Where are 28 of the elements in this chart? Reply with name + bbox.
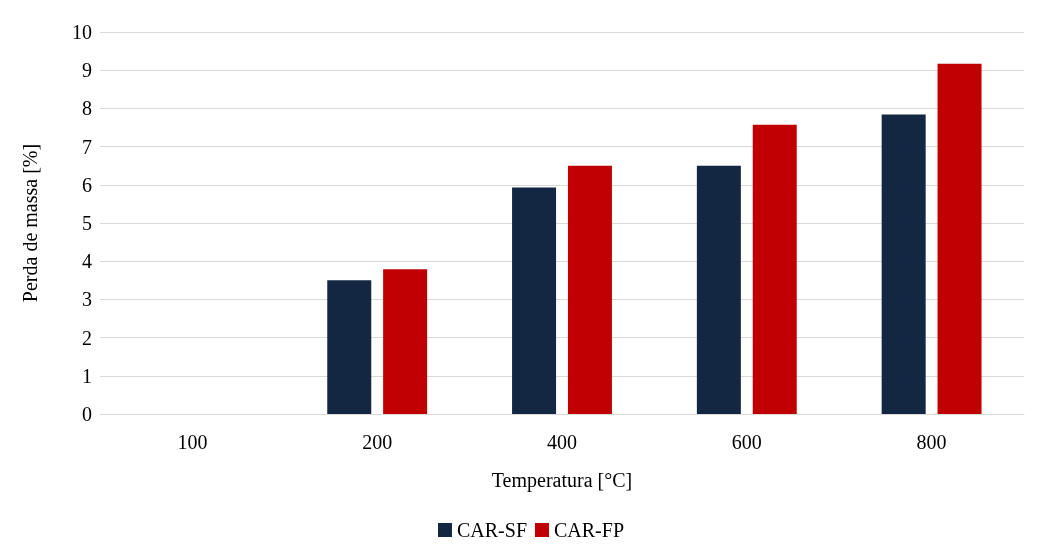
x-tick-label: 100 xyxy=(177,431,208,453)
bar xyxy=(696,165,741,414)
bar xyxy=(327,280,372,414)
x-tick-label: 800 xyxy=(916,431,947,453)
bar xyxy=(383,269,428,414)
y-tick-label: 7 xyxy=(82,135,92,158)
y-tick-label: 5 xyxy=(82,212,92,234)
bar xyxy=(937,63,982,414)
y-tick-label: 1 xyxy=(82,364,92,387)
y-tick-label: 4 xyxy=(82,250,92,273)
x-axis-title: Temperatura [°C] xyxy=(491,469,633,492)
x-tick-label: 400 xyxy=(547,431,577,453)
x-tick-label: 200 xyxy=(362,431,393,453)
x-tick-label: 600 xyxy=(731,431,762,453)
y-axis-title: Perda de massa [%] xyxy=(19,143,41,303)
legend-label: CAR-FP xyxy=(554,519,625,541)
y-tick-label: 8 xyxy=(82,97,92,120)
bar xyxy=(567,165,612,414)
y-tick-label: 10 xyxy=(72,21,92,43)
y-tick-label: 9 xyxy=(82,59,92,82)
y-tick-label: 3 xyxy=(82,288,92,311)
legend-label: CAR-SF xyxy=(456,519,527,541)
y-tick-label: 2 xyxy=(82,326,92,349)
y-tick-label: 6 xyxy=(82,173,92,196)
bar xyxy=(752,124,797,414)
y-tick-label: 0 xyxy=(82,403,92,425)
bar xyxy=(512,187,557,414)
bar xyxy=(881,114,926,414)
